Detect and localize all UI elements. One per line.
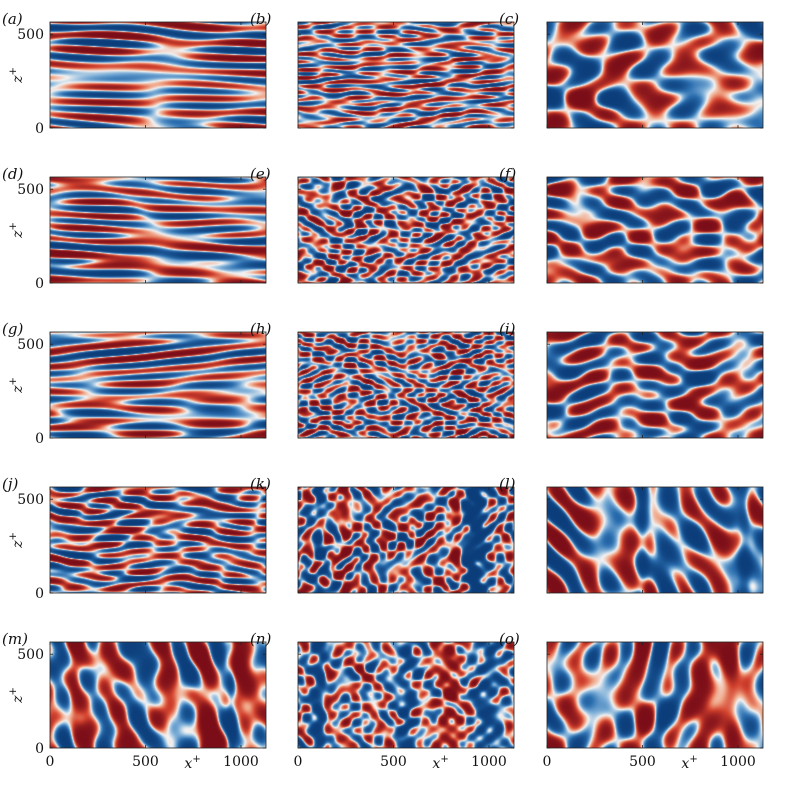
panel-b: (b): [250, 10, 515, 129]
heatmap-image: [547, 177, 763, 283]
panel-label: (c): [499, 10, 519, 28]
x-tick-label: 500: [629, 754, 656, 770]
panel-label: (j): [2, 475, 19, 493]
plot-frame: [49, 641, 267, 749]
x-tick-label: 500: [132, 754, 159, 770]
y-axis-label: z+: [8, 377, 26, 394]
panel-h: (h): [250, 320, 515, 439]
plot-frame: [297, 641, 515, 749]
heatmap-image: [50, 642, 266, 748]
panel-label: (k): [250, 475, 271, 493]
plot-frame: [546, 21, 764, 129]
y-axis-label: z+: [8, 532, 26, 549]
panel-d: (d) 0 500 z+: [2, 165, 267, 292]
y-tick-label: 500: [17, 647, 44, 663]
x-tick-label: 0: [294, 754, 303, 770]
panel-i: (i): [499, 320, 764, 439]
heatmap-image: [298, 642, 514, 748]
heatmap-image: [50, 487, 266, 593]
heatmap-image: [298, 332, 514, 438]
panel-label: (b): [250, 10, 271, 28]
heatmap-image: [547, 487, 763, 593]
heatmap-image: [50, 177, 266, 283]
panel-label: (n): [250, 630, 272, 648]
panel-label: (d): [2, 165, 23, 183]
y-tick-label: 0: [35, 586, 44, 602]
panel-j: (j) 0 500 z+: [2, 475, 267, 602]
panel-m: (m) 0 500 1000 0 500 z+ x+: [2, 630, 267, 772]
x-tick-label: 1000: [720, 754, 756, 770]
y-tick-label: 0: [35, 276, 44, 292]
x-axis-label: x+: [184, 754, 200, 772]
panel-l: (l): [499, 475, 764, 594]
y-tick-label: 500: [17, 337, 44, 353]
y-tick-label: 500: [17, 492, 44, 508]
heatmap-image: [298, 177, 514, 283]
panel-label: (m): [2, 630, 28, 648]
panel-label: (o): [499, 630, 520, 648]
x-tick-label: 500: [380, 754, 407, 770]
heatmap-image: [547, 642, 763, 748]
panel-g: (g) 0 500 z+: [2, 320, 267, 447]
heatmap-image: [547, 332, 763, 438]
panel-n: (n) 0 500 1000 x+: [250, 630, 515, 772]
panel-label: (l): [499, 475, 516, 493]
heatmap-image: [298, 22, 514, 128]
y-tick-label: 500: [17, 27, 44, 43]
plot-frame: [546, 486, 764, 594]
y-tick-label: 500: [17, 182, 44, 198]
plot-frame: [546, 331, 764, 439]
panel-label: (f): [499, 165, 516, 183]
panel-k: (k): [250, 475, 515, 594]
panel-label: (h): [250, 320, 272, 338]
x-axis-label: x+: [432, 754, 448, 772]
x-tick-label: 0: [46, 754, 55, 770]
y-tick-label: 0: [35, 121, 44, 137]
plot-frame: [546, 176, 764, 284]
y-axis-label: z+: [8, 67, 26, 84]
x-tick-label: 0: [543, 754, 552, 770]
y-axis-label: z+: [8, 222, 26, 239]
heatmap-image: [547, 22, 763, 128]
plot-frame: [297, 331, 515, 439]
panel-label: (e): [250, 165, 271, 183]
x-tick-label: 1000: [223, 754, 259, 770]
panel-f: (f): [499, 165, 764, 284]
plot-frame: [49, 21, 267, 129]
x-tick-label: 1000: [471, 754, 507, 770]
x-axis-label: x+: [681, 754, 697, 772]
heatmap-image: [50, 332, 266, 438]
y-tick-label: 0: [35, 741, 44, 757]
panel-e: (e): [250, 165, 515, 284]
panel-label: (a): [2, 10, 23, 28]
plot-frame: [297, 486, 515, 594]
panel-label: (i): [499, 320, 516, 338]
plot-frame: [49, 486, 267, 594]
heatmap-image: [298, 487, 514, 593]
y-axis-label: z+: [8, 687, 26, 704]
plot-frame: [546, 641, 764, 749]
y-tick-label: 0: [35, 431, 44, 447]
plot-frame: [49, 331, 267, 439]
plot-frame: [297, 21, 515, 129]
plot-frame: [49, 176, 267, 284]
panel-label: (g): [2, 320, 23, 338]
plot-frame: [297, 176, 515, 284]
panel-o: (o) 0 500 1000 x+: [499, 630, 764, 772]
panel-a: (a) 0 500 z+: [2, 10, 267, 137]
heatmap-image: [50, 22, 266, 128]
panel-c: (c): [499, 10, 764, 129]
